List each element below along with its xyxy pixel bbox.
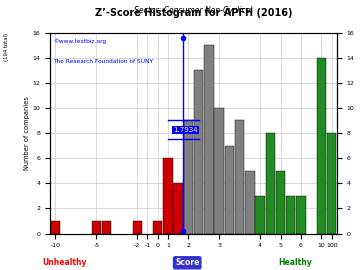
Text: The Research Foundation of SUNY: The Research Foundation of SUNY [53,59,153,64]
Bar [132,221,142,234]
Bar [184,120,193,234]
Bar [235,120,244,234]
Bar [266,133,275,234]
Title: Z’-Score Histogram for APFH (2016): Z’-Score Histogram for APFH (2016) [95,8,292,18]
Bar [102,221,111,234]
Bar [174,183,183,234]
Bar [194,70,203,234]
Text: 1.7934: 1.7934 [173,127,198,133]
Bar [296,196,306,234]
Text: Score: Score [175,258,199,267]
Text: Healthy: Healthy [278,258,312,267]
Text: Sector: Consumer Non-Cyclical: Sector: Consumer Non-Cyclical [134,6,253,15]
Bar [255,196,265,234]
Bar [225,146,234,234]
Text: ©www.textbiz.org: ©www.textbiz.org [53,39,106,44]
Bar [245,171,255,234]
Bar [163,158,173,234]
Bar [51,221,60,234]
Bar [276,171,285,234]
Bar [153,221,162,234]
Bar [215,108,224,234]
Text: (194 total): (194 total) [4,33,9,61]
Text: Unhealthy: Unhealthy [42,258,87,267]
Bar [327,133,337,234]
Bar [317,58,326,234]
Bar [204,45,213,234]
Bar [286,196,296,234]
Y-axis label: Number of companies: Number of companies [24,96,30,170]
Bar [91,221,101,234]
